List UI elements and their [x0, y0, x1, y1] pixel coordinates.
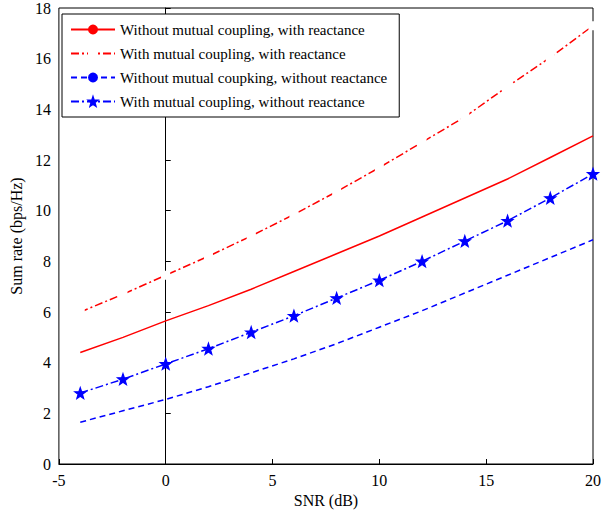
svg-text:10: 10: [371, 472, 387, 489]
svg-text:8: 8: [43, 253, 51, 270]
svg-text:10: 10: [35, 202, 51, 219]
svg-text:Without mutual coupking, witho: Without mutual coupking, without reactan…: [120, 70, 388, 86]
svg-text:6: 6: [43, 304, 51, 321]
svg-text:2: 2: [43, 405, 51, 422]
svg-text:Sum rate (bps/Hz): Sum rate (bps/Hz): [8, 177, 26, 294]
svg-text:Without mutual coupling, with: Without mutual coupling, with reactance: [120, 22, 365, 38]
svg-text:5: 5: [269, 472, 277, 489]
svg-text:20: 20: [585, 472, 601, 489]
svg-text:0: 0: [162, 472, 170, 489]
svg-text:With mutual coupling, without: With mutual coupling, without reactance: [120, 94, 365, 110]
svg-text:12: 12: [35, 152, 51, 169]
svg-text:0: 0: [43, 456, 51, 473]
svg-text:With mutual coupling, with rea: With mutual coupling, with reactance: [120, 46, 346, 62]
svg-text:16: 16: [35, 50, 51, 67]
svg-text:18: 18: [35, 0, 51, 17]
svg-text:14: 14: [35, 101, 51, 118]
svg-text:15: 15: [478, 472, 494, 489]
svg-text:SNR (dB): SNR (dB): [294, 492, 358, 510]
svg-text:-5: -5: [52, 472, 65, 489]
svg-text:4: 4: [43, 354, 51, 371]
